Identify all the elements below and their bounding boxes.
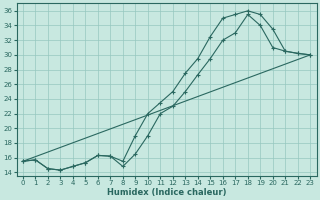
X-axis label: Humidex (Indice chaleur): Humidex (Indice chaleur) bbox=[107, 188, 226, 197]
